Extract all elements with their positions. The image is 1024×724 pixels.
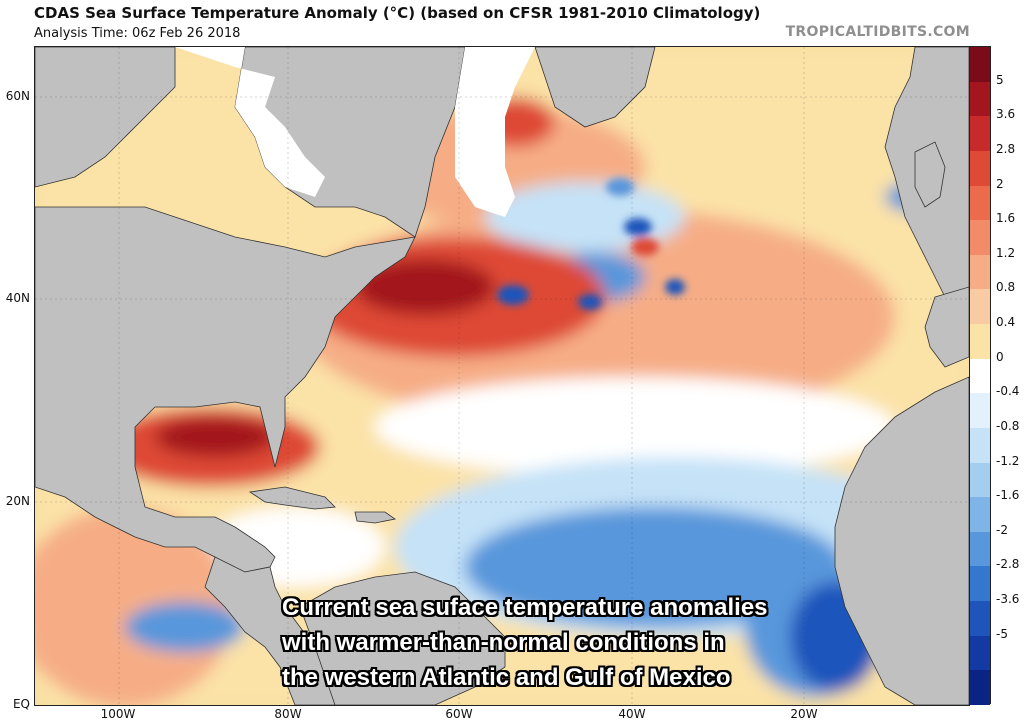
colorbar-label: 3.6 xyxy=(996,107,1016,122)
colorbar-segment xyxy=(970,566,990,602)
lat-label-60n: 60N xyxy=(5,89,30,103)
colorbar-label: 0 xyxy=(996,349,1004,364)
colorbar-segment xyxy=(970,47,990,83)
lat-label-40n: 40N xyxy=(5,291,30,305)
lon-label-100w: 100W xyxy=(100,707,136,721)
colorbar-label: -0.4 xyxy=(996,384,1020,399)
colorbar xyxy=(969,46,991,706)
colorbar-segment xyxy=(970,497,990,533)
lat-label-eq: EQ xyxy=(12,697,30,711)
lon-label-60w: 60W xyxy=(445,707,473,721)
colorbar-segment xyxy=(970,427,990,464)
colorbar-segment xyxy=(970,324,990,360)
pacific-cool xyxy=(125,602,245,652)
south-america xyxy=(299,571,506,705)
colorbar-label: -1.6 xyxy=(996,488,1020,503)
colorbar-segment xyxy=(970,254,990,290)
sst-anomaly-map xyxy=(34,46,970,706)
colorbar-label: 2 xyxy=(996,176,1004,191)
colorbar-label: 5 xyxy=(996,72,1004,87)
colorbar-segment xyxy=(970,185,990,221)
colorbar-label: -1.2 xyxy=(996,453,1020,468)
colorbar-segment xyxy=(970,289,990,325)
africa xyxy=(834,376,969,705)
colorbar-segment xyxy=(970,358,990,394)
gulf-warm-region xyxy=(155,417,275,457)
lon-label-20w: 20W xyxy=(790,707,818,721)
colorbar-segment xyxy=(970,462,990,498)
colorbar-label: -3.6 xyxy=(996,592,1020,607)
colorbar-segment xyxy=(970,635,990,671)
annotation-overlay: Current sea suface temperature anomalies… xyxy=(282,590,768,695)
annotation-line: with warmer-than-normal conditions in xyxy=(282,629,725,656)
lon-label-40w: 40W xyxy=(618,707,646,721)
colorbar-label: 1.6 xyxy=(996,211,1016,226)
colorbar-label: -5 xyxy=(996,626,1008,641)
colorbar-label: 1.2 xyxy=(996,245,1016,260)
anomaly-eddies xyxy=(497,178,685,310)
map-canvas xyxy=(35,47,969,705)
map-title: CDAS Sea Surface Temperature Anomaly (°C… xyxy=(34,4,761,22)
hispaniola xyxy=(354,511,396,524)
colorbar-segment xyxy=(970,601,990,637)
colorbar-segment xyxy=(970,670,990,706)
colorbar-segment xyxy=(970,150,990,187)
colorbar-label: 0.4 xyxy=(996,315,1016,330)
colorbar-label: -0.8 xyxy=(996,418,1020,433)
very-warm-region xyxy=(355,259,495,315)
colorbar-segment xyxy=(970,531,990,567)
cuba xyxy=(248,486,336,510)
analysis-time: Analysis Time: 06z Feb 26 2018 xyxy=(34,26,241,41)
north-america xyxy=(35,206,416,573)
ice-cover xyxy=(175,47,535,217)
annotation-line: the western Atlantic and Gulf of Mexico xyxy=(282,664,731,691)
colorbar-segment xyxy=(970,393,990,429)
lat-label-20n: 20N xyxy=(5,494,30,508)
colorbar-segment xyxy=(970,81,990,117)
colorbar-segment xyxy=(970,116,990,152)
cool-region xyxy=(465,507,845,627)
colorbar-segment xyxy=(970,220,990,256)
colorbar-label: -2.8 xyxy=(996,557,1020,572)
uk xyxy=(914,141,946,208)
pacific-warm xyxy=(35,507,235,705)
neutral-region xyxy=(375,377,895,477)
lon-label-80w: 80W xyxy=(274,707,302,721)
land xyxy=(35,47,969,705)
graticule xyxy=(35,47,969,705)
iberia xyxy=(924,286,969,368)
source-credit: TROPICALTIDBITS.COM xyxy=(785,24,970,40)
colorbar-label: -2 xyxy=(996,522,1008,537)
greenland xyxy=(534,47,656,128)
north-canada xyxy=(35,47,176,188)
annotation-line: Current sea suface temperature anomalies xyxy=(282,594,768,621)
colorbar-label: 2.8 xyxy=(996,141,1016,156)
colorbar-label: 0.8 xyxy=(996,280,1016,295)
